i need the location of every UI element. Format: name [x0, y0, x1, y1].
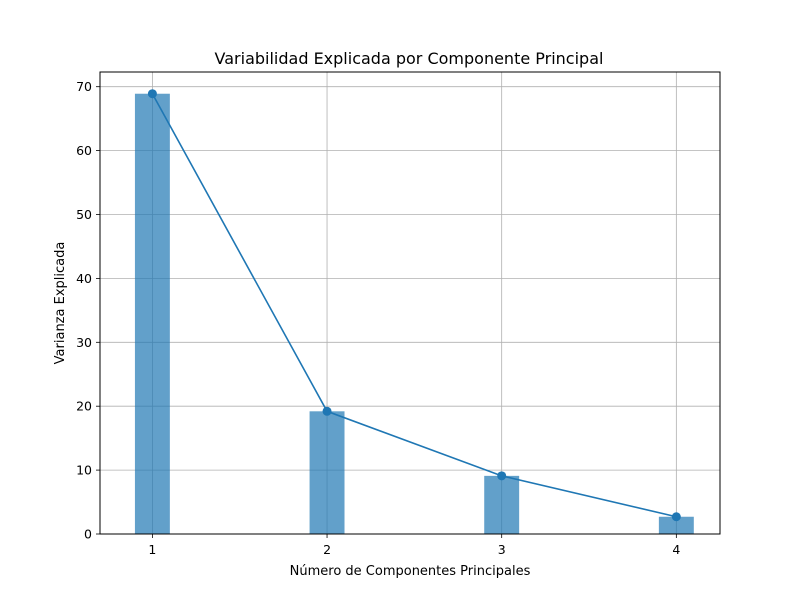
y-tick-label: 30	[76, 335, 92, 350]
x-axis-label: Número de Componentes Principales	[290, 564, 531, 579]
bar	[484, 475, 520, 534]
bar	[134, 93, 170, 535]
x-tick-label: 2	[323, 542, 331, 557]
series-point	[671, 512, 681, 522]
y-tick-label: 0	[84, 527, 92, 542]
y-tick-label: 20	[76, 399, 92, 414]
line-series	[147, 89, 681, 522]
y-tick-label: 60	[76, 143, 92, 158]
grid	[100, 72, 720, 535]
y-tick-label: 10	[76, 463, 92, 478]
x-tick-label: 3	[498, 542, 506, 557]
plot-frame	[99, 71, 721, 535]
y-tick-label: 50	[76, 207, 92, 222]
series-point	[497, 471, 507, 481]
y-axis-label: Varianza Explicada	[53, 242, 68, 365]
series-point	[322, 406, 332, 416]
bars	[134, 93, 694, 535]
y-tick-label: 70	[76, 79, 92, 94]
bar	[658, 516, 694, 534]
x-tick-label: 4	[672, 542, 680, 557]
chart-title: Variabilidad Explicada por Componente Pr…	[215, 49, 604, 68]
series-point	[147, 89, 157, 99]
x-tick-label: 1	[148, 542, 156, 557]
y-tick-label: 40	[76, 271, 92, 286]
bar	[309, 411, 345, 534]
series-line	[151, 93, 677, 518]
